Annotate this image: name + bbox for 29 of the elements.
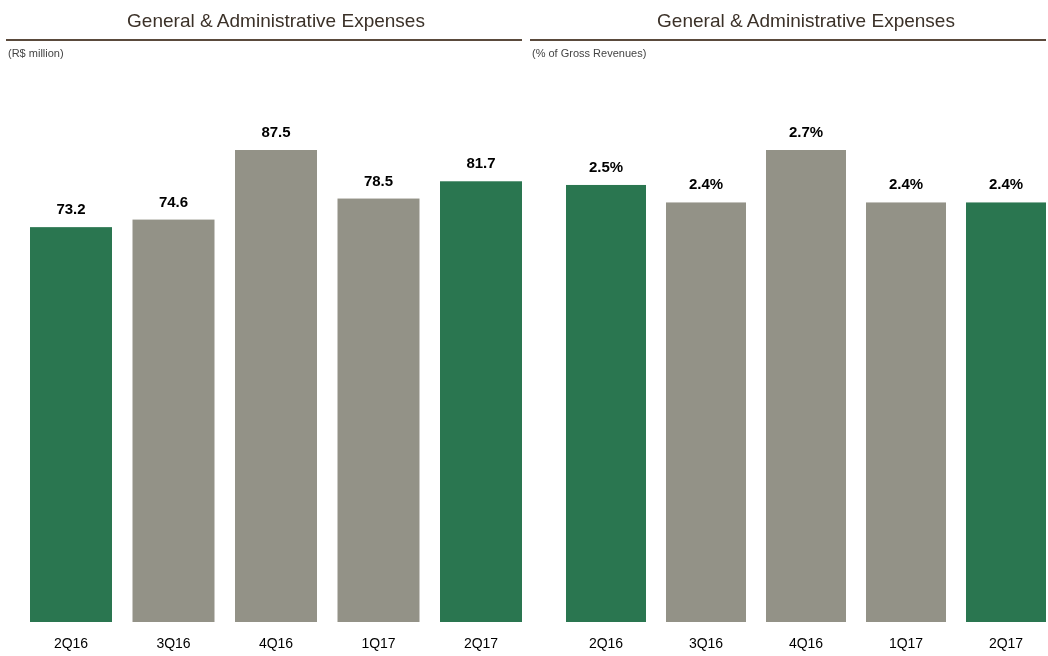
chart-title: General & Administrative Expenses [657,10,955,31]
x-tick-label: 3Q16 [688,634,724,651]
x-tick-label: 1Q17 [888,634,924,651]
data-label: 74.6 [158,192,189,210]
data-label: 2.7% [788,123,824,140]
data-label: 81.7 [466,154,496,172]
data-label: 2.5% [588,157,624,175]
data-label: 87.5 [261,123,291,140]
bar [440,181,522,622]
bar [30,227,112,622]
x-tick-label: 2Q16 [588,634,624,651]
data-label: 78.5 [363,171,394,189]
x-tick-label: 3Q16 [156,634,191,651]
x-tick-label: 1Q17 [361,634,396,651]
chart-subtitle: (R$ million) [8,47,64,59]
x-tick-label: 4Q16 [788,634,824,651]
x-tick-label: 2Q17 [988,634,1024,651]
x-tick-label: 4Q16 [258,634,294,651]
data-label: 2.4% [688,175,724,193]
x-tick-label: 2Q17 [463,634,499,651]
chart-subtitle: (% of Gross Revenues) [532,47,647,59]
bar [235,150,317,622]
bar [337,198,420,622]
x-tick-label: 2Q16 [53,634,89,651]
data-label: 2.4% [988,175,1024,193]
bar [132,219,215,622]
chart-title: General & Administrative Expenses [127,10,425,31]
data-label: 73.2 [56,200,86,218]
data-label: 2.4% [888,175,924,193]
